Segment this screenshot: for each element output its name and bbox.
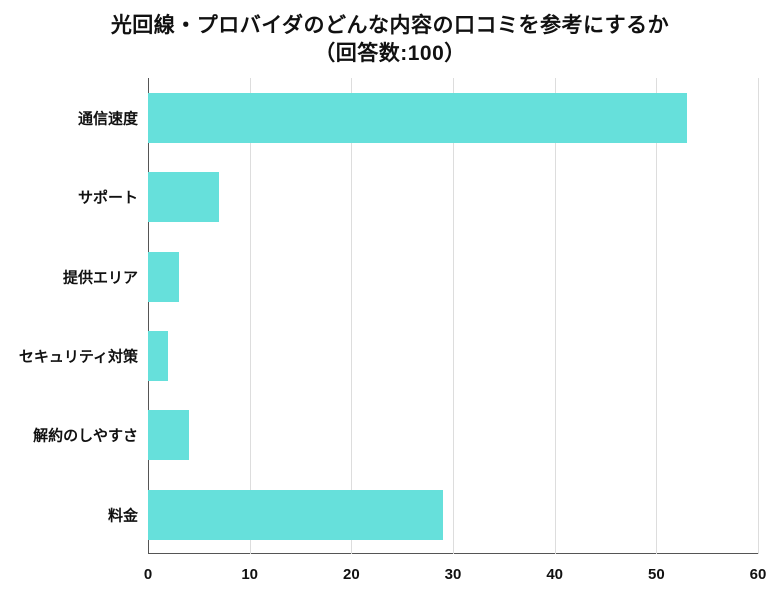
x-tick-label: 10 (241, 566, 258, 583)
x-tick-label: 50 (648, 566, 665, 583)
x-tick-label: 0 (144, 566, 152, 583)
bar (148, 172, 219, 222)
y-axis-line (148, 78, 149, 554)
plot-area (148, 78, 758, 554)
y-axis-labels: 通信速度サポート提供エリアセキュリティ対策解約のしやすさ料金 (0, 78, 138, 554)
y-tick-label: 通信速度 (78, 108, 138, 129)
grid-line (656, 78, 657, 554)
y-tick-label: セキュリティ対策 (19, 345, 138, 366)
x-tick-label: 60 (750, 566, 767, 583)
y-tick-label: 提供エリア (63, 266, 138, 287)
bar (148, 93, 687, 143)
x-tick-label: 20 (343, 566, 360, 583)
bar (148, 490, 443, 540)
x-tick-label: 40 (546, 566, 563, 583)
grid-line (250, 78, 251, 554)
y-tick-label: 解約のしやすさ (33, 425, 138, 446)
chart-container: 光回線・プロバイダのどんな内容の口コミを参考にするか （回答数:100） 通信速… (0, 0, 780, 585)
grid-line (351, 78, 352, 554)
y-tick-label: サポート (78, 187, 138, 208)
bar (148, 410, 189, 460)
grid-line (758, 78, 759, 554)
grid-line (453, 78, 454, 554)
bar (148, 252, 179, 302)
x-tick-label: 30 (445, 566, 462, 583)
grid-line (555, 78, 556, 554)
y-tick-label: 料金 (108, 504, 138, 525)
bar (148, 331, 168, 381)
plot-area-wrapper: 通信速度サポート提供エリアセキュリティ対策解約のしやすさ料金 0 10 20 30 40… (0, 6, 780, 591)
